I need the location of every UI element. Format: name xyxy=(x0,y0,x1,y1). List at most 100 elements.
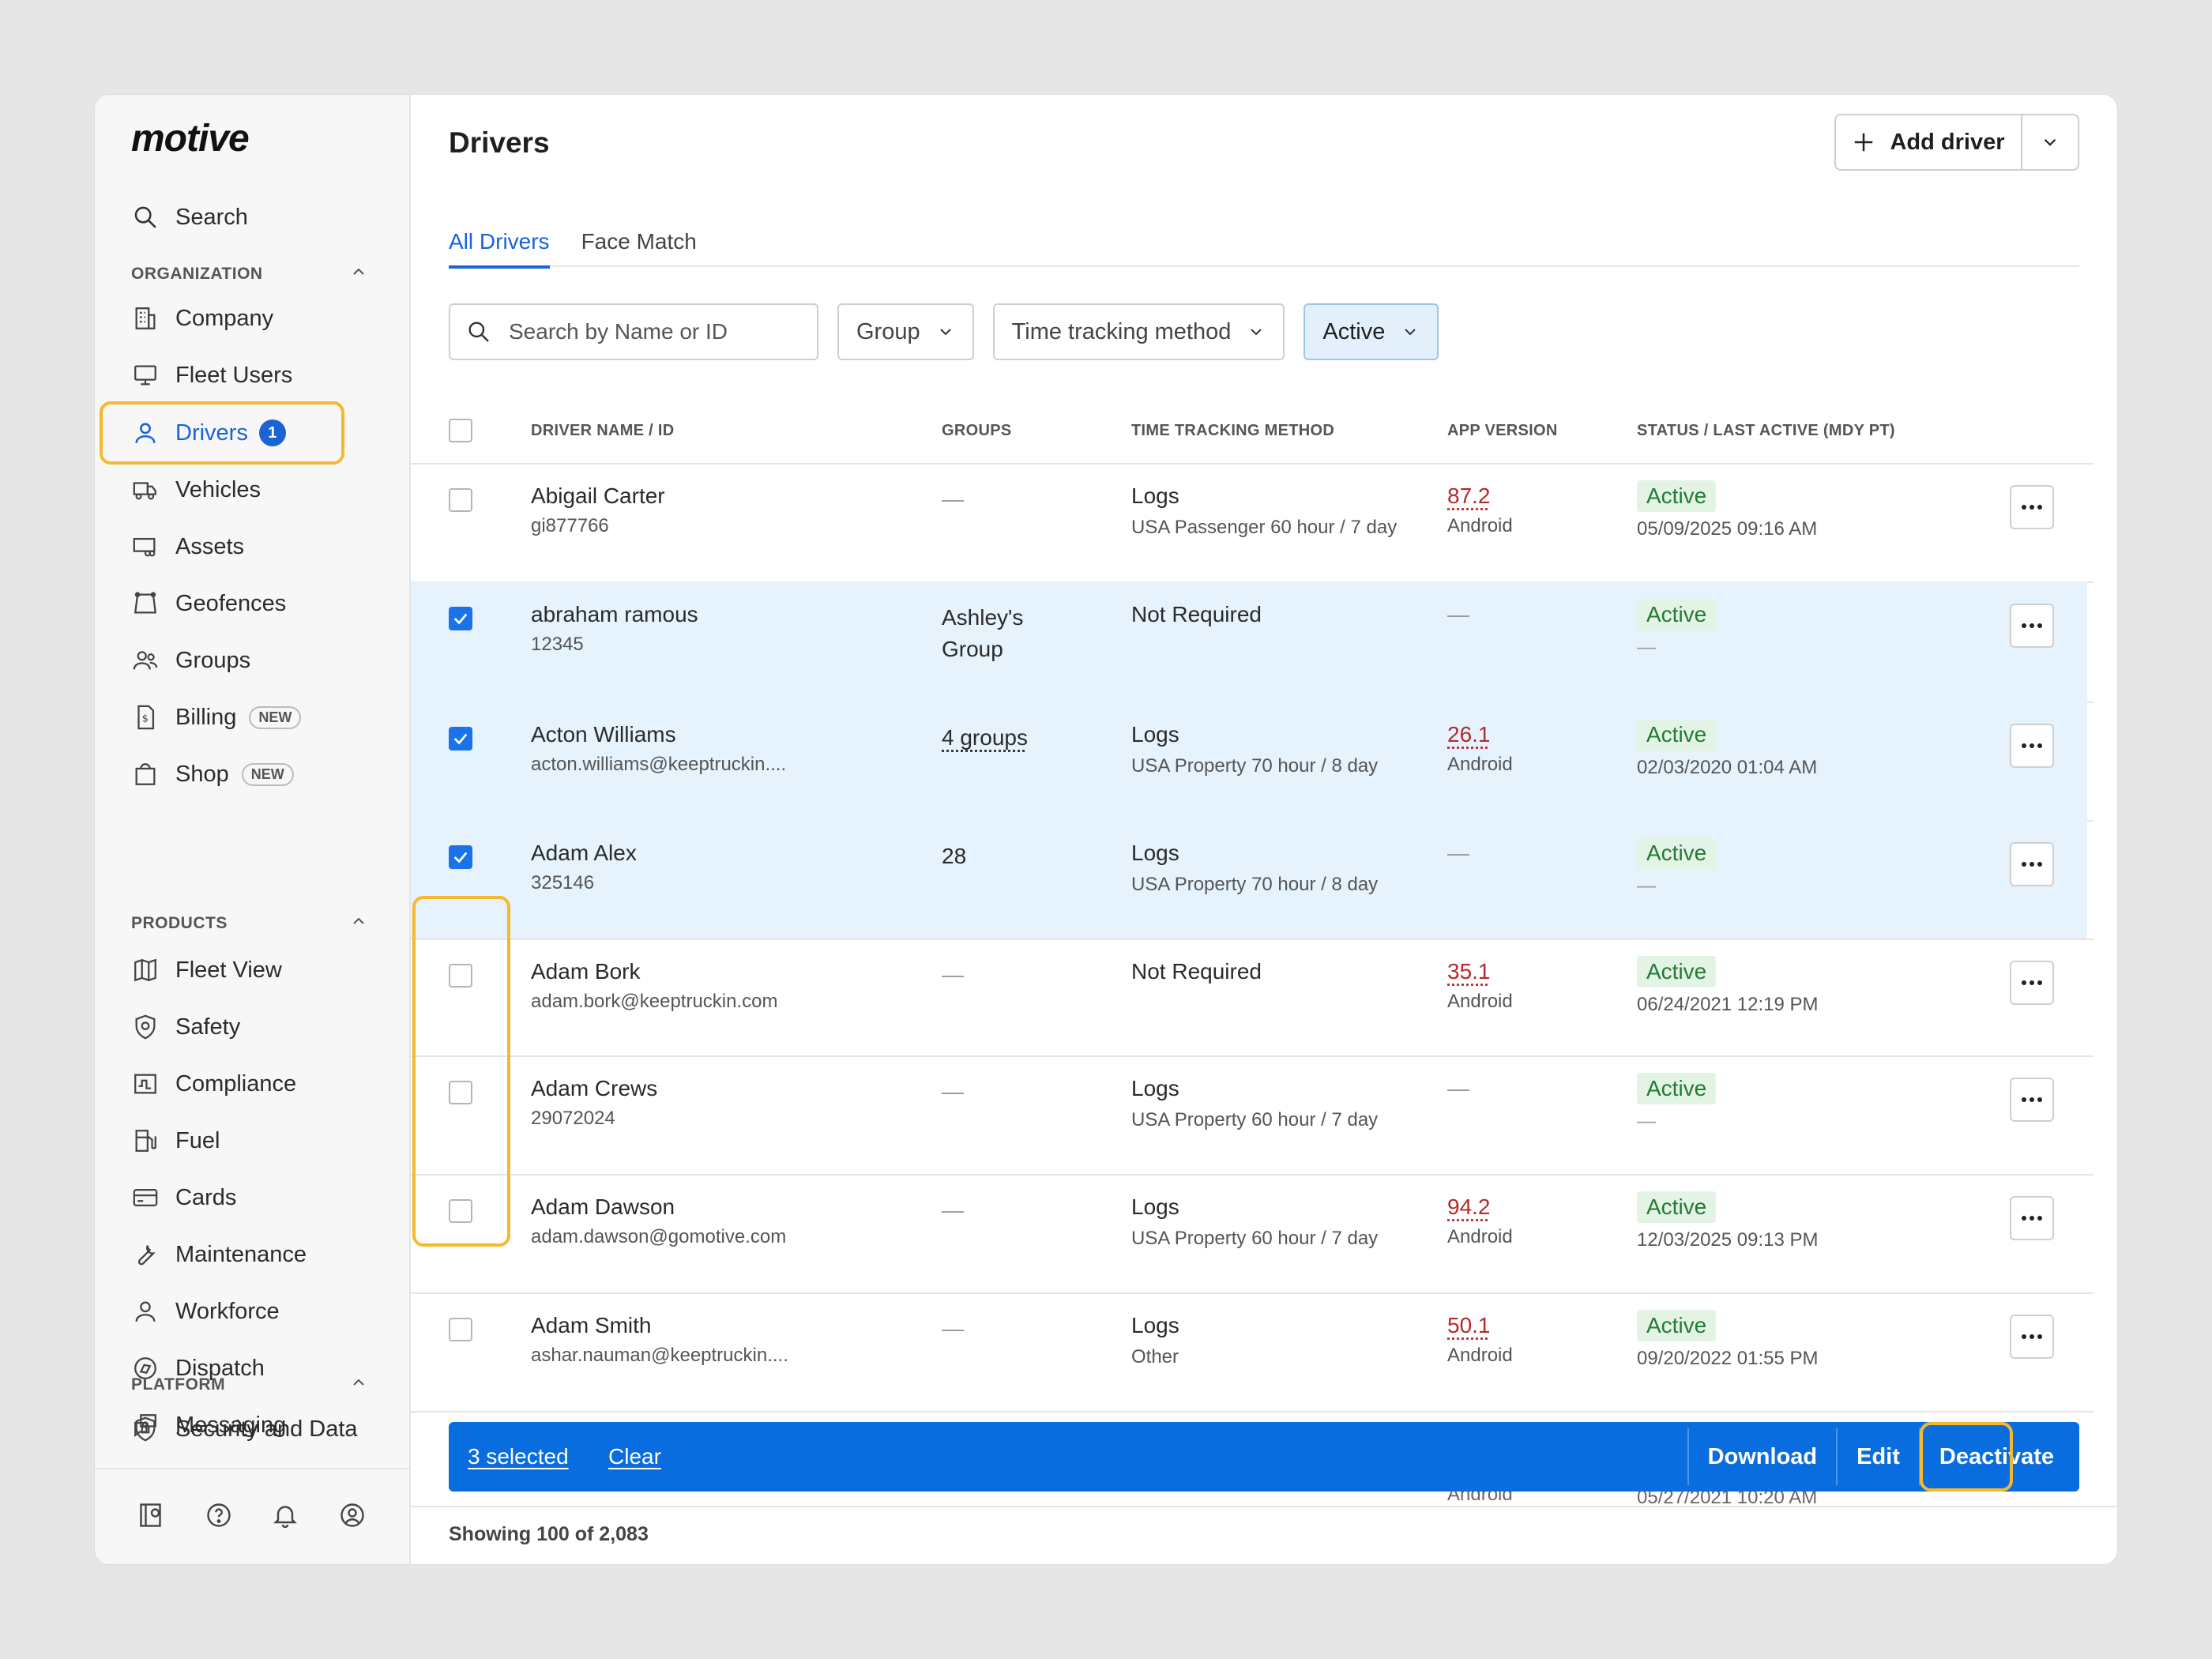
selected-count-link[interactable]: 3 selected xyxy=(468,1444,569,1469)
row-checkbox[interactable] xyxy=(449,845,472,869)
driver-name[interactable]: Adam Alex xyxy=(531,841,637,865)
row-more-button[interactable] xyxy=(2010,1315,2054,1359)
last-active: 09/20/2022 01:55 PM xyxy=(1637,1348,1819,1369)
sidebar-item-compliance[interactable]: Compliance xyxy=(131,1060,296,1108)
table-row[interactable]: Adam Dawson adam.dawson@gomotive.com — Logs… xyxy=(411,1174,2094,1294)
row-checkbox[interactable] xyxy=(449,1318,472,1341)
motive-logo[interactable]: motive xyxy=(131,118,250,160)
sidebar-item-billing[interactable]: $ Billing NEW xyxy=(131,694,302,741)
row-more-button[interactable] xyxy=(2010,961,2054,1005)
time-tracking-filter-dropdown[interactable]: Time tracking method xyxy=(992,303,1285,360)
last-active: 12/03/2025 09:13 PM xyxy=(1637,1229,1819,1251)
tab-face-match[interactable]: Face Match xyxy=(581,229,697,254)
help-icon[interactable] xyxy=(205,1501,233,1533)
app-version[interactable]: 26.1 xyxy=(1447,722,1491,747)
column-header-app-version[interactable]: APP VERSION xyxy=(1447,422,1558,439)
drivers-highlight xyxy=(100,401,344,465)
driver-name[interactable]: Adam Bork xyxy=(531,959,641,984)
driver-id: adam.dawson@gomotive.com xyxy=(531,1226,787,1247)
column-header-time-tracking[interactable]: TIME TRACKING METHOD xyxy=(1131,422,1335,439)
pagination-summary: Showing 100 of 2,083 xyxy=(449,1523,649,1545)
download-button[interactable]: Download xyxy=(1687,1428,1837,1485)
clear-selection-link[interactable]: Clear xyxy=(608,1444,661,1469)
sidebar-item-workforce[interactable]: Workforce xyxy=(131,1288,280,1335)
row-more-button[interactable] xyxy=(2010,842,2054,886)
sidebar-item-assets[interactable]: Assets xyxy=(131,523,244,570)
table-row[interactable]: abraham ramous 12345 Ashley's Group Not Req… xyxy=(411,581,2094,703)
row-checkbox[interactable] xyxy=(449,488,472,512)
column-header-status[interactable]: STATUS / LAST ACTIVE (MDY PT) xyxy=(1637,422,1895,439)
time-tracking-method: Logs xyxy=(1131,1194,1179,1219)
driver-name[interactable]: Adam Smith xyxy=(531,1313,652,1337)
app-version[interactable]: 35.1 xyxy=(1447,959,1491,984)
groups-cell[interactable]: 4 groups xyxy=(942,725,1028,750)
table-row[interactable]: Acton Williams acton.williams@keeptruckin… xyxy=(411,702,2094,822)
row-checkbox[interactable] xyxy=(449,727,472,750)
driver-name[interactable]: Adam Dawson xyxy=(531,1194,675,1219)
sidebar-item-shop[interactable]: Shop NEW xyxy=(131,750,294,798)
column-header-groups[interactable]: GROUPS xyxy=(942,422,1012,439)
add-driver-menu-button[interactable] xyxy=(2022,115,2078,169)
table-row[interactable]: Abigail Carter gi877766 — Logs USA Passenger… xyxy=(411,463,2094,583)
sidebar-item-security-and-data[interactable]: Security and Data xyxy=(131,1405,358,1453)
sidebar-item-company[interactable]: Company xyxy=(131,295,273,342)
deactivate-button[interactable]: Deactivate xyxy=(1918,1428,2073,1485)
log-chart-icon xyxy=(131,1070,160,1098)
app-version[interactable]: 50.1 xyxy=(1447,1313,1491,1337)
row-checkbox[interactable] xyxy=(449,1081,472,1104)
sidebar-item-vehicles[interactable]: Vehicles xyxy=(131,466,261,514)
sidebar-item-dispatch[interactable]: Dispatch xyxy=(131,1345,265,1392)
section-organization[interactable]: ORGANIZATION xyxy=(131,262,368,286)
sidebar-item-safety[interactable]: Safety xyxy=(131,1003,240,1051)
app-version[interactable]: 94.2 xyxy=(1447,1194,1491,1219)
row-checkbox[interactable] xyxy=(449,1199,472,1223)
status-cell: Active 09/20/2022 01:55 PM xyxy=(1637,1310,1819,1370)
row-more-button[interactable] xyxy=(2010,1196,2054,1240)
book-icon[interactable] xyxy=(137,1501,166,1533)
driver-name[interactable]: abraham ramous xyxy=(531,602,698,626)
status-badge: Active xyxy=(1637,480,1717,512)
groups-cell: — xyxy=(942,487,964,511)
section-products[interactable]: PRODUCTS xyxy=(131,912,368,935)
bell-icon[interactable] xyxy=(271,1501,299,1533)
status-cell: Active — xyxy=(1637,599,1717,659)
plus-icon xyxy=(1855,133,1873,152)
sidebar-item-cards[interactable]: Cards xyxy=(131,1174,236,1221)
row-more-button[interactable] xyxy=(2010,604,2054,648)
table-row[interactable]: Adam Bork adam.bork@keeptruckin.com — Not R… xyxy=(411,939,2094,1057)
table-row[interactable]: Adam Crews 29072024 — Logs USA Property 60 h… xyxy=(411,1055,2094,1176)
add-driver-button[interactable]: Add driver xyxy=(1836,115,2022,169)
select-all-checkbox[interactable] xyxy=(449,419,472,442)
sidebar-search[interactable]: Search xyxy=(131,194,248,241)
chevron-down-icon xyxy=(939,329,951,336)
row-checkbox[interactable] xyxy=(449,964,472,988)
sidebar-item-maintenance[interactable]: Maintenance xyxy=(131,1231,307,1278)
driver-name[interactable]: Adam Crews xyxy=(531,1076,658,1100)
driver-name[interactable]: Abigail Carter xyxy=(531,483,665,508)
search-input[interactable] xyxy=(507,318,811,345)
sidebar-item-fleet-users[interactable]: Fleet Users xyxy=(131,352,292,399)
row-more-button[interactable] xyxy=(2010,1078,2054,1122)
edit-button[interactable]: Edit xyxy=(1836,1428,1919,1485)
group-filter-dropdown[interactable]: Group xyxy=(837,303,974,360)
table-row[interactable]: Adam Alex 325146 28 Logs USA Property 70 hou… xyxy=(411,820,2094,940)
row-checkbox[interactable] xyxy=(449,607,472,630)
time-tracking-rule: USA Property 70 hour / 8 day xyxy=(1131,755,1379,777)
row-more-button[interactable] xyxy=(2010,485,2054,529)
app-version[interactable]: 87.2 xyxy=(1447,483,1491,508)
column-header-driver[interactable]: DRIVER NAME / ID xyxy=(531,422,675,439)
sidebar-item-fleet-view[interactable]: Fleet View xyxy=(131,946,282,994)
row-more-button[interactable] xyxy=(2010,724,2054,768)
search-icon xyxy=(468,322,489,342)
driver-name[interactable]: Acton Williams xyxy=(531,722,676,747)
status-filter-dropdown[interactable]: Active xyxy=(1304,303,1439,360)
sidebar-item-groups[interactable]: Groups xyxy=(131,637,250,684)
sidebar-item-geofences[interactable]: Geofences xyxy=(131,580,286,627)
sidebar-item-fuel[interactable]: Fuel xyxy=(131,1117,220,1164)
last-active: 02/03/2020 01:04 AM xyxy=(1637,757,1818,778)
account-icon[interactable] xyxy=(338,1501,367,1533)
section-platform[interactable]: PLATFORM xyxy=(131,1373,368,1397)
table-row[interactable]: Adam Smith ashar.nauman@keeptruckin.... — L… xyxy=(411,1292,2094,1413)
sidebar-item-drivers[interactable]: Drivers 1 xyxy=(131,409,286,457)
tab-all-drivers[interactable]: All Drivers xyxy=(449,210,550,269)
